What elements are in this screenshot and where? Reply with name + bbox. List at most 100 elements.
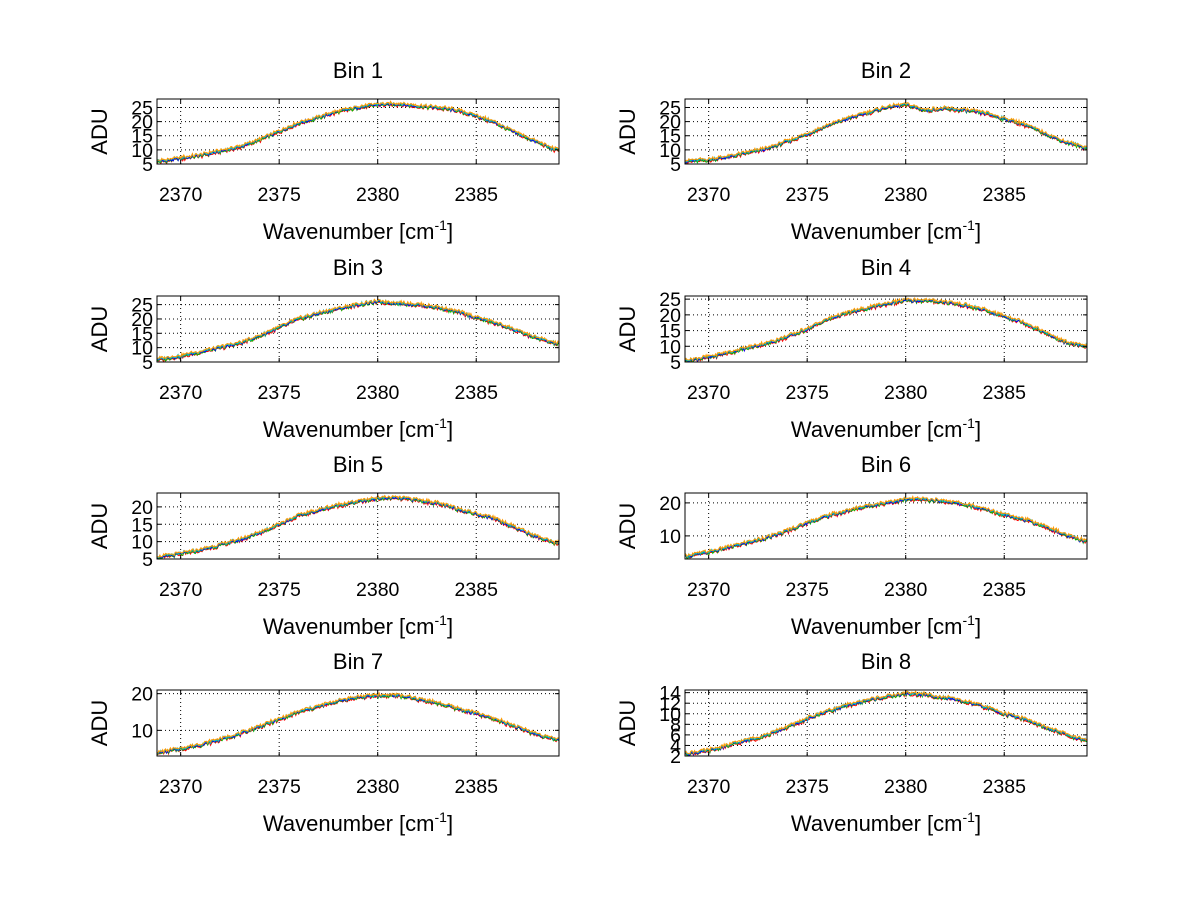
bin-4-xtick-label-2375: 2375 (785, 382, 829, 404)
bin-7-ytick-label-10: 10 (131, 720, 153, 742)
bin-6-series-5-line (685, 495, 1087, 558)
bin-1-xtick-label-2385: 2385 (455, 184, 499, 206)
bin-4-ytick-label-10: 10 (659, 336, 681, 358)
bin-4-xtick-label-2370: 2370 (687, 382, 731, 404)
bin-1-title: Bin 1 (333, 58, 383, 83)
bin-4-xtick-label-2385: 2385 (983, 382, 1027, 404)
bin-5-xtick-label-2385: 2385 (455, 579, 499, 601)
bin-3-ytick-label-20: 20 (131, 309, 153, 331)
bin-1-xlabel: Wavenumber [cm-1] (263, 217, 453, 244)
bin-3-ytick-label-15: 15 (131, 323, 153, 345)
bin-3-ylabel: ADU (87, 306, 112, 352)
bin-4-xtick-label-2380: 2380 (884, 382, 928, 404)
bin-4-axes-box (684, 295, 1088, 363)
bin-3-ytick-label-10: 10 (131, 338, 153, 360)
bin-3-xtick-label-2385: 2385 (455, 382, 499, 404)
bin-1-ytick-label-15: 15 (131, 126, 153, 148)
bin-2-ytick-label-20: 20 (659, 112, 681, 134)
bin-6-ytick-label-20: 20 (659, 493, 681, 515)
bin-6-title: Bin 6 (861, 452, 911, 477)
bin-3-xtick-label-2370: 2370 (159, 382, 203, 404)
bin-4-series-5-line (685, 296, 1087, 362)
bin-1-ytick-label-20: 20 (131, 112, 153, 134)
bin-4-ytick-label-15: 15 (659, 321, 681, 343)
bin-3-xtick-label-2375: 2375 (257, 382, 301, 404)
bin-8-ytick-label-10: 10 (659, 704, 681, 726)
bin-4-ytick-label-25: 25 (659, 289, 681, 311)
bin-5-ytick-label-10: 10 (131, 532, 153, 554)
bin-3-ytick-label-25: 25 (131, 295, 153, 317)
bin-8-series-5-line (685, 690, 1087, 755)
bin-5-title: Bin 5 (333, 452, 383, 477)
bin-2-xtick-label-2370: 2370 (687, 184, 731, 206)
bin-6-ylabel: ADU (615, 503, 640, 549)
bin-8-xtick-label-2370: 2370 (687, 776, 731, 798)
bin-8-ytick-label-8: 8 (670, 714, 681, 736)
bin-4-ytick-label-20: 20 (659, 305, 681, 327)
bin-6-xtick-label-2370: 2370 (687, 579, 731, 601)
bin-2-ytick-label-15: 15 (659, 126, 681, 148)
bin-1-ylabel: ADU (87, 108, 112, 154)
bin-8-ytick-label-2: 2 (670, 746, 681, 768)
bin-5-ytick-label-5: 5 (142, 549, 153, 571)
bin-1-series-5-line (157, 100, 559, 162)
bin-7-axes-box (156, 689, 560, 757)
bin-4-ylabel: ADU (615, 306, 640, 352)
bin-7-ytick-label-20: 20 (131, 684, 153, 706)
bin-2-ylabel: ADU (615, 108, 640, 154)
bin-1-ytick-label-25: 25 (131, 97, 153, 119)
bin-5-series-5-line (157, 494, 559, 558)
bin-2-xlabel: Wavenumber [cm-1] (791, 217, 981, 244)
bin-1-ytick-label-5: 5 (142, 154, 153, 176)
bin-7-xlabel: Wavenumber [cm-1] (263, 809, 453, 836)
bin-6-xlabel: Wavenumber [cm-1] (791, 612, 981, 639)
bin-8-ylabel: ADU (615, 700, 640, 746)
bin-7-xtick-label-2385: 2385 (455, 776, 499, 798)
bin-2-axes-box (684, 98, 1088, 165)
bin-4-ytick-label-5: 5 (670, 352, 681, 374)
bin-8-xtick-label-2380: 2380 (884, 776, 928, 798)
bin-2-ytick-label-25: 25 (659, 97, 681, 119)
bin-7-series-5-line (157, 691, 559, 754)
subplot-bin-6: Bin 6 2370 2375 2380 2385 10 20 Wavenumber [cm-… (615, 452, 1088, 639)
bin-3-xlabel: Wavenumber [cm-1] (263, 415, 453, 442)
bin-2-xtick-label-2385: 2385 (983, 184, 1027, 206)
bin-2-title: Bin 2 (861, 58, 911, 83)
bin-6-xtick-label-2385: 2385 (983, 579, 1027, 601)
bin-7-xtick-label-2375: 2375 (257, 776, 301, 798)
bin-5-xtick-label-2370: 2370 (159, 579, 203, 601)
bin-7-xtick-label-2370: 2370 (159, 776, 203, 798)
bin-2-series-5-line (685, 102, 1087, 163)
bin-3-series-5-line (157, 298, 559, 360)
bin-6-axes-box (684, 492, 1088, 560)
bin-2-ytick-label-5: 5 (670, 154, 681, 176)
bin-4-title: Bin 4 (861, 255, 911, 280)
bin-5-axes-box (156, 492, 560, 560)
bin-8-title: Bin 8 (861, 649, 911, 674)
bin-8-ytick-label-4: 4 (670, 735, 681, 757)
bin-3-ytick-label-5: 5 (142, 352, 153, 374)
bin-6-ytick-label-10: 10 (659, 526, 681, 548)
bin-5-ytick-label-20: 20 (131, 497, 153, 519)
bin-8-axes-box (684, 689, 1088, 757)
bin-1-xtick-label-2380: 2380 (356, 184, 400, 206)
bin-3-series-1-line (157, 300, 559, 362)
bin-6-xtick-label-2380: 2380 (884, 579, 928, 601)
bin-7-ylabel: ADU (87, 700, 112, 746)
bin-3-title: Bin 3 (333, 255, 383, 280)
subplot-bin-7: Bin 7 2370 2375 2380 2385 10 20 Wavenumber [cm-… (87, 649, 560, 836)
bin-5-xlabel: Wavenumber [cm-1] (263, 612, 453, 639)
bin-1-xtick-label-2370: 2370 (159, 184, 203, 206)
bin-8-xtick-label-2375: 2375 (785, 776, 829, 798)
bin-5-ylabel: ADU (87, 503, 112, 549)
bin-6-xtick-label-2375: 2375 (785, 579, 829, 601)
bin-7-title: Bin 7 (333, 649, 383, 674)
bin-1-ytick-label-10: 10 (131, 140, 153, 162)
bin-5-ytick-label-15: 15 (131, 514, 153, 536)
bin-3-xtick-label-2380: 2380 (356, 382, 400, 404)
